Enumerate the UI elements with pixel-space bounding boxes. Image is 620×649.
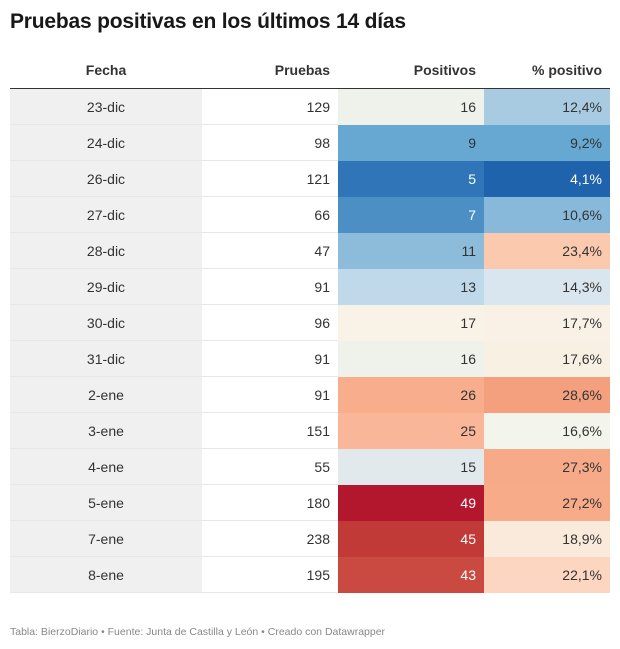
cell-pruebas: 129	[202, 88, 338, 125]
cell-fecha: 26-dic	[10, 160, 202, 197]
cell-pct-positivo: 9,2%	[484, 124, 610, 161]
cell-positivos: 45	[338, 520, 484, 557]
cell-pruebas: 47	[202, 232, 338, 269]
table-row: 29-dic 91 13 14,3%	[10, 268, 610, 305]
table-row: 23-dic 129 16 12,4%	[10, 88, 610, 125]
cell-positivos: 16	[338, 340, 484, 377]
cell-positivos: 15	[338, 448, 484, 485]
cell-pruebas: 195	[202, 556, 338, 593]
cell-pct-positivo: 18,9%	[484, 520, 610, 557]
header-fecha[interactable]: Fecha	[10, 52, 202, 89]
table-row: 7-ene 238 45 18,9%	[10, 520, 610, 557]
table-row: 28-dic 47 11 23,4%	[10, 232, 610, 269]
table-row: 30-dic 96 17 17,7%	[10, 304, 610, 341]
cell-positivos: 5	[338, 160, 484, 197]
data-table: Fecha Pruebas Positivos % positivo 23-di…	[10, 52, 610, 593]
cell-fecha: 4-ene	[10, 448, 202, 485]
cell-positivos: 13	[338, 268, 484, 305]
footer-credits: Tabla: BierzoDiario • Fuente: Junta de C…	[10, 626, 386, 638]
cell-fecha: 28-dic	[10, 232, 202, 269]
cell-pct-positivo: 27,3%	[484, 448, 610, 485]
cell-positivos: 16	[338, 88, 484, 125]
chart-title: Pruebas positivas en los últimos 14 días	[10, 10, 406, 33]
cell-pruebas: 96	[202, 304, 338, 341]
cell-pct-positivo: 22,1%	[484, 556, 610, 593]
cell-pruebas: 55	[202, 448, 338, 485]
cell-pct-positivo: 16,6%	[484, 412, 610, 449]
table-row: 31-dic 91 16 17,6%	[10, 340, 610, 377]
header-pct-positivo[interactable]: % positivo	[484, 52, 610, 89]
header-row: Fecha Pruebas Positivos % positivo	[10, 52, 610, 89]
table-row: 27-dic 66 7 10,6%	[10, 196, 610, 233]
cell-pct-positivo: 17,6%	[484, 340, 610, 377]
cell-pct-positivo: 17,7%	[484, 304, 610, 341]
cell-positivos: 7	[338, 196, 484, 233]
table-body: 23-dic 129 16 12,4% 24-dic 98 9 9,2% 26-dic 121 5 4…	[10, 88, 610, 593]
table-row: 3-ene 151 25 16,6%	[10, 412, 610, 449]
cell-pct-positivo: 14,3%	[484, 268, 610, 305]
cell-pruebas: 91	[202, 340, 338, 377]
cell-positivos: 43	[338, 556, 484, 593]
cell-pct-positivo: 28,6%	[484, 376, 610, 413]
cell-fecha: 5-ene	[10, 484, 202, 521]
cell-pruebas: 121	[202, 160, 338, 197]
cell-pruebas: 238	[202, 520, 338, 557]
cell-fecha: 31-dic	[10, 340, 202, 377]
table-row: 8-ene 195 43 22,1%	[10, 556, 610, 593]
cell-fecha: 2-ene	[10, 376, 202, 413]
table-row: 4-ene 55 15 27,3%	[10, 448, 610, 485]
cell-pct-positivo: 10,6%	[484, 196, 610, 233]
cell-pct-positivo: 4,1%	[484, 160, 610, 197]
cell-fecha: 29-dic	[10, 268, 202, 305]
cell-pct-positivo: 12,4%	[484, 88, 610, 125]
table-row: 2-ene 91 26 28,6%	[10, 376, 610, 413]
cell-positivos: 49	[338, 484, 484, 521]
cell-positivos: 9	[338, 124, 484, 161]
table-row: 5-ene 180 49 27,2%	[10, 484, 610, 521]
table-row: 24-dic 98 9 9,2%	[10, 124, 610, 161]
cell-fecha: 23-dic	[10, 88, 202, 125]
cell-pruebas: 91	[202, 376, 338, 413]
cell-fecha: 27-dic	[10, 196, 202, 233]
cell-positivos: 26	[338, 376, 484, 413]
cell-fecha: 8-ene	[10, 556, 202, 593]
cell-fecha: 30-dic	[10, 304, 202, 341]
cell-fecha: 24-dic	[10, 124, 202, 161]
cell-pruebas: 91	[202, 268, 338, 305]
cell-pruebas: 151	[202, 412, 338, 449]
cell-pct-positivo: 23,4%	[484, 232, 610, 269]
cell-pruebas: 98	[202, 124, 338, 161]
cell-positivos: 25	[338, 412, 484, 449]
cell-positivos: 11	[338, 232, 484, 269]
header-pruebas[interactable]: Pruebas	[202, 52, 338, 89]
cell-fecha: 7-ene	[10, 520, 202, 557]
cell-pruebas: 66	[202, 196, 338, 233]
cell-pct-positivo: 27,2%	[484, 484, 610, 521]
cell-fecha: 3-ene	[10, 412, 202, 449]
cell-positivos: 17	[338, 304, 484, 341]
header-positivos[interactable]: Positivos	[338, 52, 484, 89]
cell-pruebas: 180	[202, 484, 338, 521]
table-row: 26-dic 121 5 4,1%	[10, 160, 610, 197]
